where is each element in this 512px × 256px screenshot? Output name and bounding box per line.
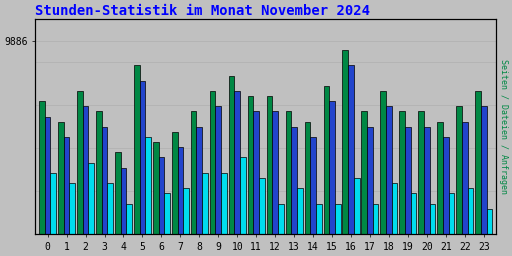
Bar bbox=[234, 91, 240, 256]
Bar bbox=[424, 127, 430, 256]
Bar bbox=[481, 106, 486, 256]
Y-axis label: Seiten / Dateien / Anfragen: Seiten / Dateien / Anfragen bbox=[499, 59, 508, 194]
Bar bbox=[329, 101, 335, 256]
Bar bbox=[310, 137, 316, 256]
Bar bbox=[202, 173, 208, 256]
Bar bbox=[83, 106, 89, 256]
Bar bbox=[153, 142, 159, 256]
Bar bbox=[140, 81, 145, 256]
Bar bbox=[267, 96, 272, 256]
Bar bbox=[229, 76, 234, 256]
Bar bbox=[486, 209, 492, 256]
Bar bbox=[248, 96, 253, 256]
Bar bbox=[335, 204, 340, 256]
Bar bbox=[475, 91, 481, 256]
Bar bbox=[178, 147, 183, 256]
Bar bbox=[467, 188, 473, 256]
Bar bbox=[102, 127, 108, 256]
Bar bbox=[405, 127, 411, 256]
Bar bbox=[272, 111, 278, 256]
Bar bbox=[145, 137, 151, 256]
Bar bbox=[380, 91, 386, 256]
Bar bbox=[210, 91, 216, 256]
Bar bbox=[45, 116, 51, 256]
Bar bbox=[216, 106, 221, 256]
Bar bbox=[462, 122, 467, 256]
Bar bbox=[58, 122, 64, 256]
Bar bbox=[437, 122, 443, 256]
Bar bbox=[316, 204, 322, 256]
Bar bbox=[121, 168, 126, 256]
Bar bbox=[259, 178, 265, 256]
Bar bbox=[324, 86, 329, 256]
Bar bbox=[367, 127, 373, 256]
Bar bbox=[51, 173, 56, 256]
Bar bbox=[449, 193, 454, 256]
Bar bbox=[392, 183, 397, 256]
Bar bbox=[126, 204, 132, 256]
Bar bbox=[96, 111, 102, 256]
Bar bbox=[286, 111, 291, 256]
Bar bbox=[70, 183, 75, 256]
Bar bbox=[108, 183, 113, 256]
Bar bbox=[191, 111, 197, 256]
Bar bbox=[159, 157, 164, 256]
Bar bbox=[115, 152, 121, 256]
Bar bbox=[297, 188, 303, 256]
Text: Stunden-Statistik im Monat November 2024: Stunden-Statistik im Monat November 2024 bbox=[35, 4, 370, 18]
Bar bbox=[418, 111, 424, 256]
Bar bbox=[197, 127, 202, 256]
Bar bbox=[361, 111, 367, 256]
Bar bbox=[89, 163, 94, 256]
Bar bbox=[291, 127, 297, 256]
Bar bbox=[164, 193, 170, 256]
Bar bbox=[253, 111, 259, 256]
Bar bbox=[278, 204, 284, 256]
Bar bbox=[305, 122, 310, 256]
Bar bbox=[430, 204, 435, 256]
Bar bbox=[399, 111, 405, 256]
Bar bbox=[348, 65, 354, 256]
Bar bbox=[240, 157, 246, 256]
Bar bbox=[134, 65, 140, 256]
Bar bbox=[443, 137, 449, 256]
Bar bbox=[172, 132, 178, 256]
Bar bbox=[386, 106, 392, 256]
Bar bbox=[77, 91, 83, 256]
Bar bbox=[64, 137, 70, 256]
Bar bbox=[343, 50, 348, 256]
Bar bbox=[354, 178, 359, 256]
Bar bbox=[39, 101, 45, 256]
Bar bbox=[373, 204, 378, 256]
Bar bbox=[183, 188, 189, 256]
Bar bbox=[221, 173, 227, 256]
Bar bbox=[411, 193, 416, 256]
Bar bbox=[456, 106, 462, 256]
